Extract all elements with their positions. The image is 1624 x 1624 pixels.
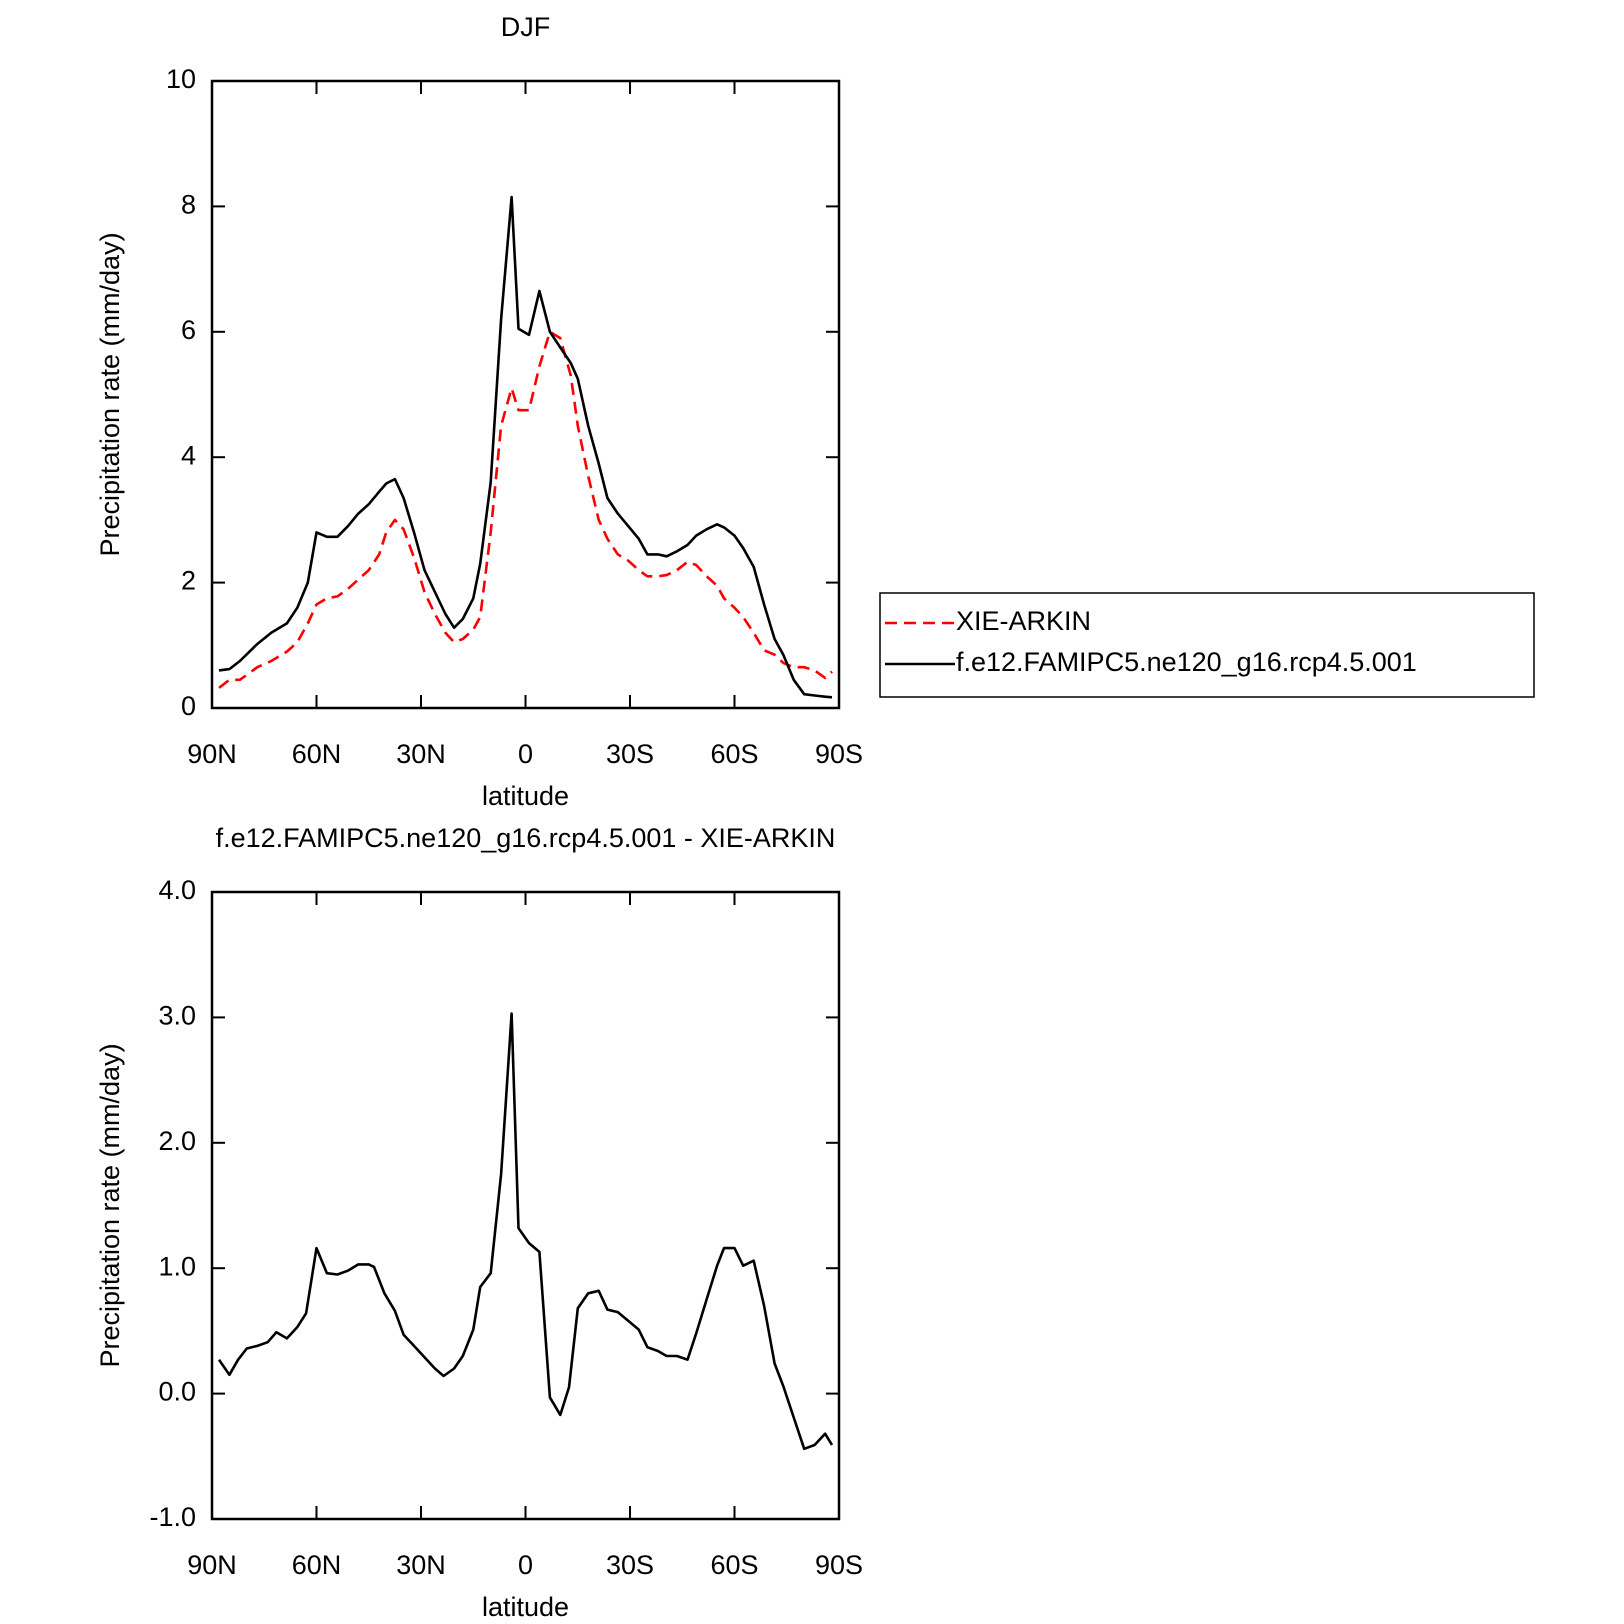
legend-label: XIE-ARKIN <box>956 606 1091 636</box>
x-tick-label: 90N <box>187 739 237 769</box>
x-axis-label: latitude <box>482 1592 569 1622</box>
x-tick-label: 90S <box>815 1550 863 1580</box>
y-tick-label: 10 <box>166 64 196 94</box>
x-tick-label: 30S <box>606 1550 654 1580</box>
y-tick-label: 4.0 <box>158 875 196 905</box>
legend-label: f.e12.FAMIPC5.ne120_g16.rcp4.5.001 <box>956 647 1417 677</box>
x-tick-label: 0 <box>518 739 533 769</box>
x-tick-label: 30N <box>396 739 446 769</box>
y-tick-label: 0.0 <box>158 1377 196 1407</box>
y-tick-label: 8 <box>181 190 196 220</box>
y-tick-label: 3.0 <box>158 1001 196 1031</box>
x-tick-label: 30N <box>396 1550 446 1580</box>
y-tick-label: -1.0 <box>149 1502 196 1532</box>
plot-frame <box>210 79 841 710</box>
data-line <box>218 330 833 689</box>
x-tick-label: 90N <box>187 1550 237 1580</box>
y-tick-label: 6 <box>181 315 196 345</box>
x-tick-label: 90S <box>815 739 863 769</box>
x-tick-label: 0 <box>518 1550 533 1580</box>
chart-title: DJF <box>501 12 551 42</box>
y-axis-label: Precipitation rate (mm/day) <box>95 1043 125 1367</box>
y-tick-label: 2.0 <box>158 1126 196 1156</box>
x-tick-label: 60N <box>292 739 342 769</box>
x-tick-label: 60N <box>292 1550 342 1580</box>
y-tick-label: 1.0 <box>158 1251 196 1281</box>
x-tick-label: 60S <box>710 1550 758 1580</box>
x-tick-label: 60S <box>710 739 758 769</box>
x-axis-label: latitude <box>482 781 569 811</box>
plot-frame <box>210 890 841 1521</box>
x-tick-label: 30S <box>606 739 654 769</box>
legend-box <box>879 592 1535 698</box>
y-tick-label: 2 <box>181 566 196 596</box>
y-axis-label: Precipitation rate (mm/day) <box>95 232 125 556</box>
data-line <box>218 195 833 699</box>
chart-title: f.e12.FAMIPC5.ne120_g16.rcp4.5.001 - XIE… <box>216 823 836 853</box>
data-line <box>217 1012 834 1451</box>
y-tick-label: 4 <box>181 440 196 470</box>
y-tick-label: 0 <box>181 691 196 721</box>
